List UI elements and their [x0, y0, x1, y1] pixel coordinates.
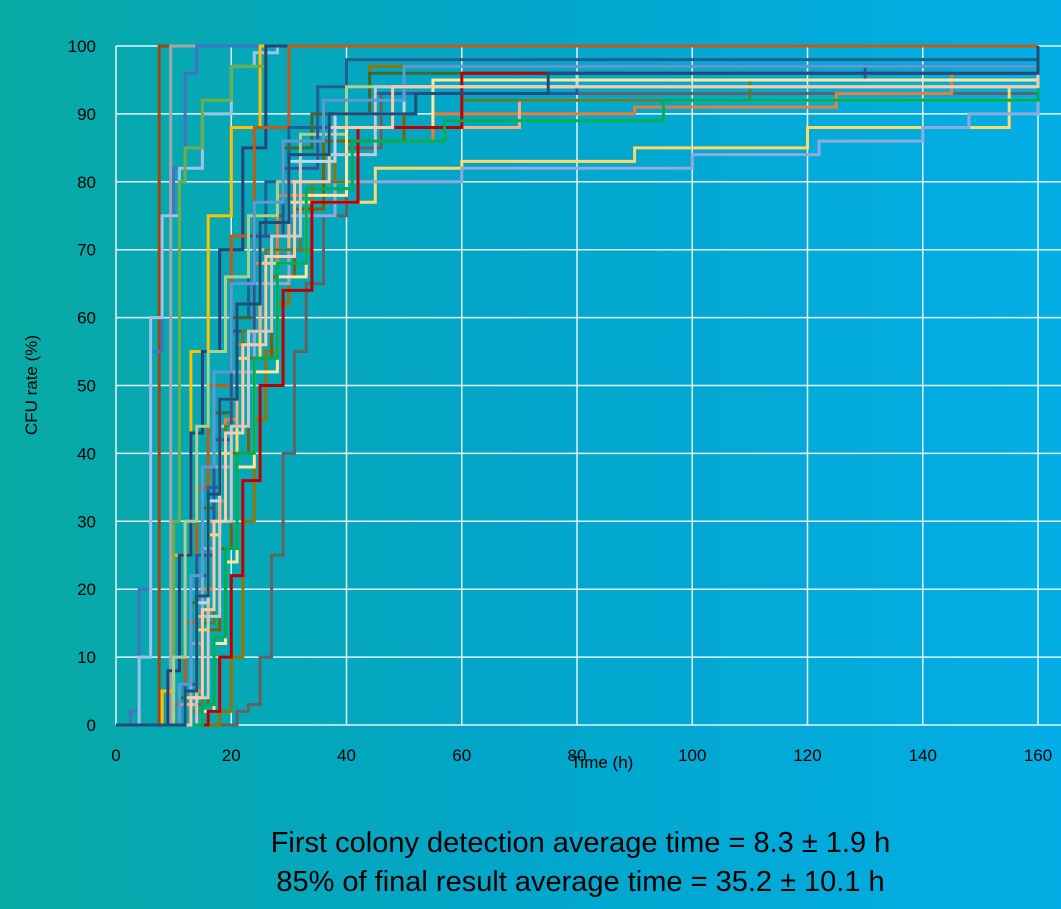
- caption-line-2: 85% of final result average time = 35.2 …: [276, 866, 885, 898]
- series-lines: [116, 44, 1040, 727]
- x-tick-label: 20: [222, 746, 241, 765]
- series-line: [116, 46, 1040, 727]
- series-line: [116, 44, 1038, 727]
- x-tick-label: 100: [678, 746, 706, 765]
- y-tick-label: 90: [77, 105, 96, 124]
- x-tick-label: 0: [111, 746, 120, 765]
- series-line: [116, 46, 1040, 727]
- y-tick-label: 40: [77, 444, 96, 463]
- x-tick-label: 140: [909, 746, 937, 765]
- y-tick-label: 20: [77, 580, 96, 599]
- y-tick-label: 70: [77, 241, 96, 260]
- x-tick-label: 80: [568, 746, 587, 765]
- x-tick-label: 160: [1024, 746, 1052, 765]
- y-tick-label: 0: [87, 716, 96, 735]
- series-line: [116, 44, 1038, 727]
- series-line: [116, 46, 1040, 727]
- y-tick-label: 30: [77, 512, 96, 531]
- y-tick-label: 10: [77, 648, 96, 667]
- series-line: [116, 46, 1040, 727]
- x-tick-label: 60: [452, 746, 471, 765]
- x-tick-label: 120: [793, 746, 821, 765]
- y-tick-label: 100: [68, 37, 96, 56]
- y-tick-label: 50: [77, 377, 96, 396]
- x-axis-title: Time (h): [571, 753, 634, 772]
- x-tick-label: 40: [337, 746, 356, 765]
- caption-line-1: First colony detection average time = 8.…: [270, 827, 891, 859]
- y-tick-label: 80: [77, 173, 96, 192]
- series-line: [116, 46, 1040, 727]
- tick-labels: 0 20 40 60 80 100 120 140 160 0 10 20 30 40 50 60 70 80 90…: [68, 37, 1053, 765]
- series-line: [116, 46, 1040, 727]
- y-axis-title: CFU rate (%): [22, 335, 41, 435]
- series-line: [116, 46, 1040, 727]
- y-tick-label: 60: [77, 309, 96, 328]
